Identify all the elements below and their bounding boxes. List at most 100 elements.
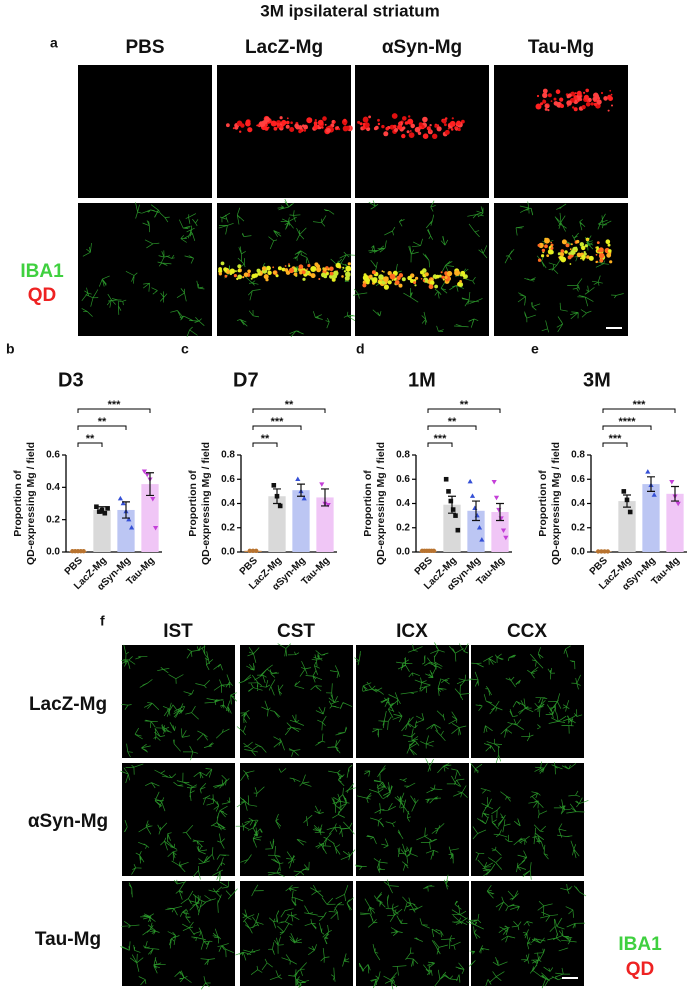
y-tick-label: 0.8 — [571, 450, 585, 461]
column-label: CCX — [507, 621, 547, 642]
y-tick-label: 0.4 — [396, 498, 410, 509]
particle — [597, 97, 601, 100]
data-point — [120, 500, 126, 506]
particle — [286, 120, 290, 125]
particle — [257, 272, 261, 276]
particle — [574, 92, 577, 95]
panel-label: a — [50, 35, 58, 51]
particle — [422, 279, 426, 282]
particle — [540, 102, 543, 106]
micrograph — [121, 644, 237, 761]
column-label: αSyn-Mg — [382, 37, 462, 58]
micrograph-background — [356, 645, 469, 758]
particle — [454, 270, 461, 276]
particle — [263, 274, 269, 280]
chart-title: 1M — [408, 369, 436, 391]
chart-title: D3 — [58, 369, 84, 391]
micrograph — [356, 874, 469, 990]
particle — [600, 91, 604, 95]
channel-label: QD — [626, 959, 655, 980]
particle — [313, 121, 318, 125]
microglia-processes — [120, 763, 231, 882]
particle — [596, 241, 600, 245]
particle — [243, 272, 249, 278]
microglia-processes — [354, 642, 473, 756]
particle — [284, 265, 287, 267]
particle — [588, 255, 594, 261]
significance-bracket — [427, 442, 453, 447]
particle — [549, 246, 551, 249]
particle — [561, 239, 567, 245]
particle — [314, 119, 317, 122]
particle — [332, 274, 338, 279]
particle — [398, 283, 403, 288]
error-bar — [671, 485, 679, 502]
data-point — [453, 513, 458, 518]
particle — [409, 130, 412, 132]
micrograph-background — [122, 763, 235, 876]
micrograph — [466, 881, 587, 989]
particle — [434, 124, 438, 128]
data-point — [271, 483, 277, 488]
particle — [288, 264, 291, 267]
microglia-processes — [81, 202, 205, 337]
panel-label: b — [6, 341, 15, 357]
figure-title: 3M ipsilateral striatum — [260, 1, 440, 20]
error-bar — [273, 488, 281, 505]
particle — [576, 90, 582, 96]
microglia-processes — [466, 884, 587, 989]
data-point — [469, 493, 476, 498]
particle — [383, 271, 385, 273]
particle — [324, 123, 327, 126]
particle — [372, 278, 378, 284]
particle — [595, 260, 598, 264]
significance-label: *** — [271, 416, 285, 428]
particle — [611, 104, 613, 107]
particle — [303, 124, 308, 130]
particle — [553, 97, 557, 101]
particle — [218, 267, 223, 271]
particle — [546, 254, 550, 257]
data-point — [295, 476, 301, 481]
micrograph — [120, 879, 238, 990]
micrograph-background — [240, 645, 353, 758]
particle — [586, 255, 590, 259]
particle — [537, 258, 542, 262]
particle — [460, 273, 463, 277]
particle — [585, 102, 591, 107]
particle — [454, 126, 458, 130]
data-point — [496, 507, 502, 513]
micrograph-background — [240, 763, 353, 876]
bar — [467, 510, 485, 552]
particle — [359, 122, 363, 126]
particle — [261, 266, 267, 271]
particle — [373, 126, 378, 131]
particle — [577, 98, 581, 101]
particle — [273, 270, 277, 275]
y-tick-label: 0.8 — [221, 450, 235, 461]
particle — [389, 273, 396, 280]
particle — [410, 279, 414, 283]
micrograph-background — [122, 645, 235, 758]
particle — [421, 125, 425, 128]
panel-label: d — [356, 341, 365, 357]
significance-bracket — [77, 408, 151, 413]
particle — [347, 262, 351, 266]
significance-label: *** — [609, 433, 623, 445]
particle — [538, 242, 544, 249]
particle — [301, 270, 306, 275]
particle — [408, 115, 411, 118]
particle — [457, 281, 462, 287]
y-tick-label: 0.8 — [396, 450, 410, 461]
particle — [429, 129, 432, 133]
micrograph — [217, 65, 353, 198]
particle — [598, 252, 605, 259]
micrograph — [469, 645, 584, 765]
particle — [444, 276, 448, 279]
y-tick-label: 0.6 — [396, 474, 410, 485]
particle — [316, 267, 322, 273]
particle — [559, 97, 564, 102]
particle — [306, 268, 309, 270]
particle — [237, 274, 243, 280]
